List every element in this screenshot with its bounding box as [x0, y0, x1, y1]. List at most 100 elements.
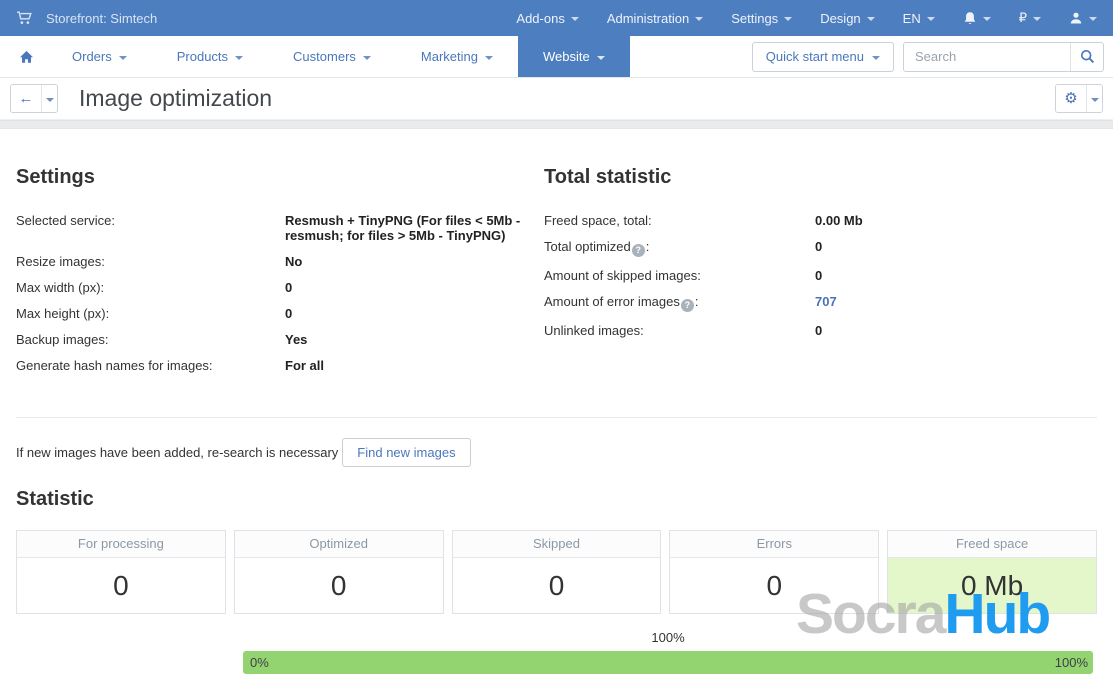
total-stat-label-text: Freed space, total:	[544, 213, 652, 228]
setting-value: 0	[285, 306, 293, 321]
total-stat-label-suffix: :	[694, 294, 699, 309]
home-button[interactable]	[6, 36, 47, 77]
total-statistic-section: Total statistic Freed space, total: 0.00 …	[544, 129, 1097, 384]
cart-icon	[16, 10, 33, 26]
stat-card-value: 0	[548, 569, 565, 601]
research-text: If new images have been added, re-search…	[16, 445, 339, 460]
stat-card-skipped: Skipped 0	[451, 530, 662, 614]
total-stat-value[interactable]: 707	[815, 294, 837, 309]
total-stat-label: Amount of error images?:	[544, 294, 815, 312]
progress-fill	[243, 651, 1093, 674]
chevron-down-icon	[784, 17, 793, 21]
setting-row: Generate hash names for images: For all	[16, 358, 544, 373]
total-stat-label: Freed space, total:	[544, 213, 815, 228]
stat-card-optimized: Optimized 0	[233, 530, 444, 614]
setting-label: Resize images:	[16, 254, 285, 269]
currency-label: ₽	[1018, 10, 1027, 25]
chevron-down-icon	[926, 17, 935, 21]
chevron-down-icon	[362, 55, 371, 60]
progress-end-label: 100%	[1054, 655, 1088, 670]
total-stat-row: Unlinked images: 0	[544, 323, 1097, 338]
search-input[interactable]	[904, 42, 1070, 71]
research-row: If new images have been added, re-search…	[16, 438, 1097, 467]
stat-card-freed-space: Freed space 0 Mb	[887, 530, 1097, 614]
setting-value: Yes	[285, 332, 308, 347]
total-stat-label-text: Amount of error images	[544, 294, 680, 309]
quick-start-label: Quick start menu	[765, 49, 864, 64]
stat-card-value: 0	[330, 569, 347, 601]
back-split-button: ←	[10, 84, 58, 113]
topbar-menu-label: Administration	[606, 10, 690, 26]
stat-card-value: 0 Mb	[888, 558, 1096, 613]
setting-label-text: Generate hash names for images:	[16, 358, 213, 373]
topbar-menus: Add-ons Administration Settings Design EN	[516, 10, 935, 26]
progress-area: 100% 0% 100%	[243, 630, 1093, 674]
topbar: Storefront: Simtech Add-ons Administratio…	[0, 0, 1113, 36]
chevron-down-icon	[866, 17, 875, 21]
total-stat-value: 0	[815, 239, 823, 254]
nav-item-marketing[interactable]: Marketing	[396, 36, 518, 77]
total-stat-label: Total optimized?:	[544, 239, 815, 257]
gear-button[interactable]: ⚙	[1056, 85, 1086, 112]
topbar-menu-label: Settings	[731, 10, 779, 26]
total-stat-value: 0	[815, 323, 823, 338]
nav-item-label: Customers	[293, 49, 356, 64]
total-stat-label: Unlinked images:	[544, 323, 815, 338]
main-navbar: Orders Products Customers Marketing Website …	[0, 36, 1113, 78]
stat-card-title: For processing	[17, 531, 225, 558]
nav-item-orders[interactable]: Orders	[47, 36, 152, 77]
setting-value: No	[285, 254, 303, 269]
stat-card-title: Optimized	[234, 531, 443, 558]
setting-label: Generate hash names for images:	[16, 358, 285, 373]
chevron-down-icon	[1033, 17, 1041, 21]
storefront-selector[interactable]: Storefront: Simtech	[16, 10, 157, 26]
setting-label-text: Max width (px):	[16, 280, 105, 295]
bell-icon	[963, 11, 977, 26]
find-new-images-button[interactable]: Find new images	[342, 438, 471, 467]
stat-card-value: 0	[766, 569, 783, 601]
nav-item-customers[interactable]: Customers	[268, 36, 396, 77]
topbar-menu-label: Add-ons	[516, 10, 565, 26]
home-icon	[19, 50, 34, 64]
nav-item-website[interactable]: Website	[517, 36, 630, 77]
help-icon[interactable]: ?	[680, 299, 694, 312]
nav-item-label: Products	[176, 49, 229, 64]
topbar-menu-settings[interactable]: Settings	[731, 10, 793, 26]
total-stat-label-text: Unlinked images:	[544, 323, 644, 338]
setting-row: Backup images: Yes	[16, 332, 544, 347]
search-group	[903, 41, 1104, 72]
nav-items: Orders Products Customers Marketing Website	[47, 36, 630, 77]
setting-row: Max width (px): 0	[16, 280, 544, 295]
setting-row: Resize images: No	[16, 254, 544, 269]
total-statistic-rows: Freed space, total: 0.00 Mb Total optimize…	[544, 213, 1097, 338]
topbar-menu-design[interactable]: Design	[820, 11, 875, 26]
section-divider	[16, 417, 1097, 418]
nav-item-products[interactable]: Products	[152, 36, 268, 77]
search-button[interactable]	[1070, 42, 1103, 71]
total-stat-label-text: Amount of skipped images:	[544, 268, 701, 283]
search-icon	[1080, 49, 1095, 64]
page-toolbar: ← Image optimization ⚙	[0, 78, 1113, 120]
currency-menu[interactable]: ₽	[1019, 10, 1041, 26]
topbar-menu-add-ons[interactable]: Add-ons	[516, 10, 579, 26]
back-dropdown-button[interactable]	[41, 85, 57, 112]
stat-card-title: Skipped	[452, 531, 661, 558]
notifications-menu[interactable]	[963, 11, 991, 26]
stat-card-title: Errors	[670, 531, 879, 558]
toolbar-shadow-band	[0, 120, 1113, 129]
page-title: Image optimization	[79, 85, 273, 111]
user-menu[interactable]	[1069, 11, 1097, 25]
nav-item-label: Marketing	[420, 49, 478, 64]
back-button[interactable]: ←	[11, 85, 41, 112]
total-stat-label: Amount of skipped images:	[544, 268, 815, 283]
total-statistic-heading: Total statistic	[544, 166, 672, 188]
topbar-menu-administration[interactable]: Administration	[606, 10, 704, 26]
setting-row: Selected service: Resmush + TinyPNG (For …	[16, 213, 544, 243]
user-icon	[1069, 11, 1083, 25]
main-content: Settings Selected service: Resmush + Tiny…	[0, 129, 1113, 674]
help-icon[interactable]: ?	[631, 244, 645, 257]
quick-start-menu-button[interactable]: Quick start menu	[751, 41, 894, 72]
topbar-menu-en[interactable]: EN	[903, 11, 935, 26]
gear-dropdown-button[interactable]	[1086, 85, 1102, 112]
setting-label: Max width (px):	[16, 280, 285, 295]
